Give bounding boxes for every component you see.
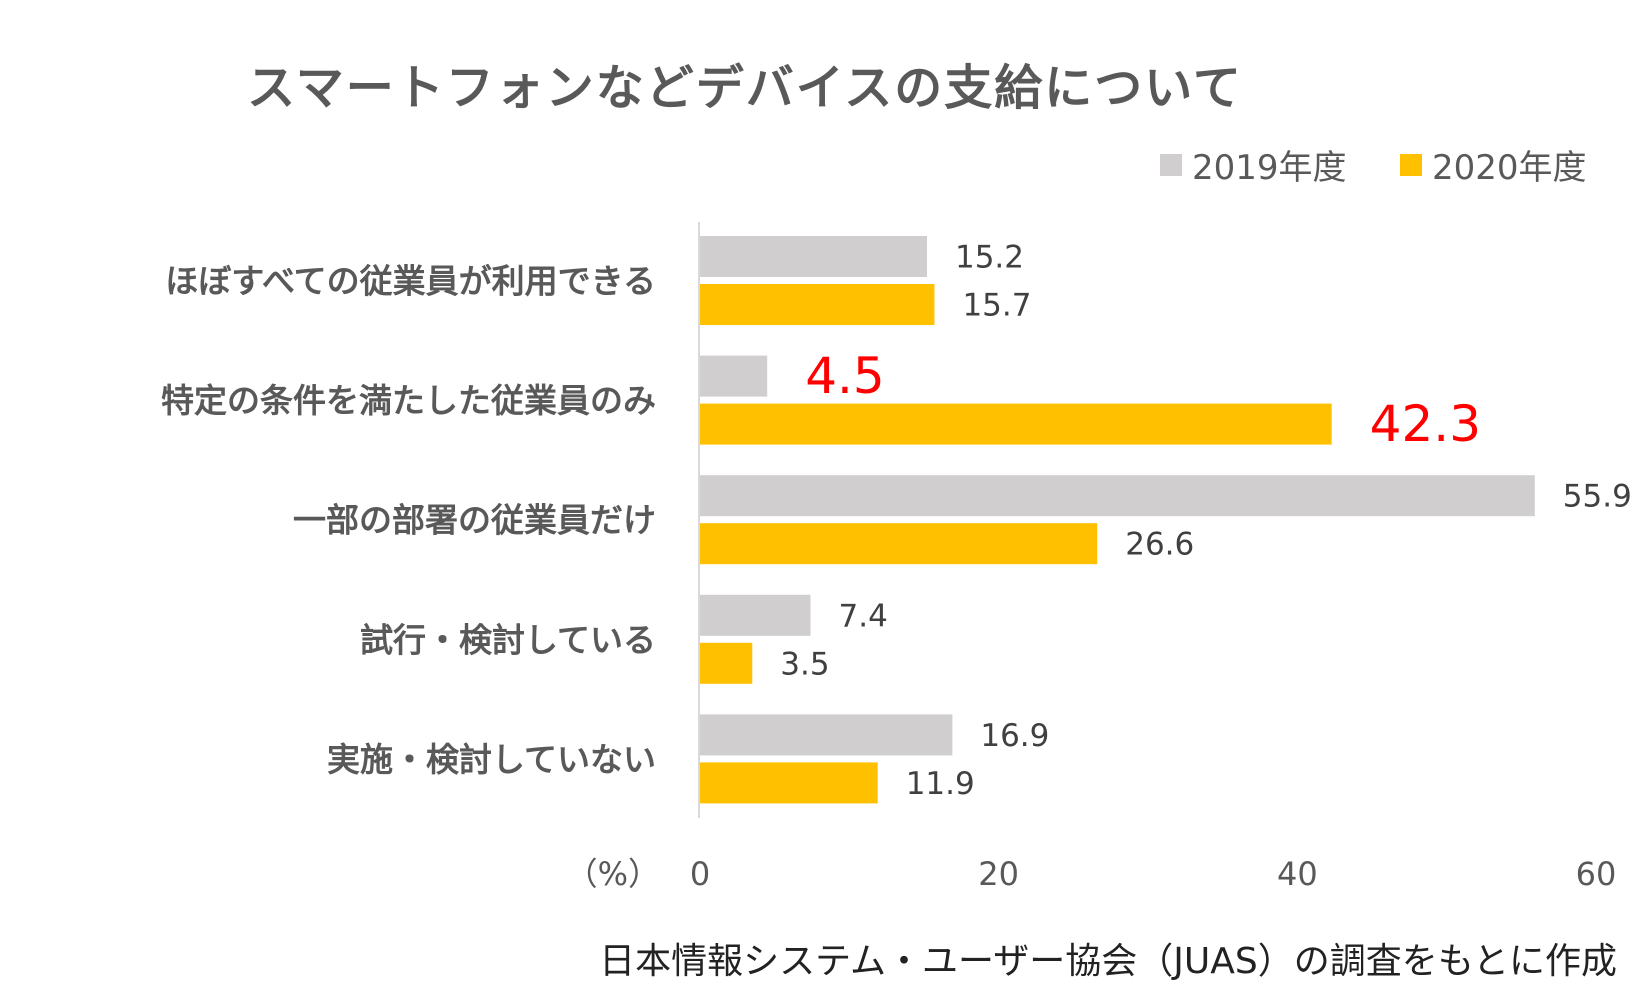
data-label: 4.5 <box>805 347 885 405</box>
chart-title: スマートフォンなどデバイスの支給について <box>247 60 1243 116</box>
bar-2020 <box>700 523 1098 565</box>
bar-2020 <box>700 284 935 325</box>
category-label: 試行・検討している <box>360 620 656 659</box>
legend-label-2020: 2020年度 <box>1432 148 1587 188</box>
legend-item-2019: 2019年度 <box>1160 140 1347 189</box>
data-label: 42.3 <box>1370 395 1481 453</box>
bar-2019 <box>700 475 1535 517</box>
data-label: 11.9 <box>906 766 975 802</box>
x-tick-label: 20 <box>978 855 1019 893</box>
legend-label-2019: 2019年度 <box>1192 148 1347 188</box>
bar-2019 <box>700 355 768 397</box>
source-note: 日本情報システム・ユーザー協会（JUAS）の調査をもとに作成 <box>599 941 1617 982</box>
bar-2020 <box>700 642 753 684</box>
legend-swatch-2020 <box>1400 153 1422 176</box>
bar-2019 <box>700 594 811 636</box>
legend-item-2020: 2020年度 <box>1400 140 1587 189</box>
data-label: 55.9 <box>1563 479 1632 515</box>
data-label: 3.5 <box>780 646 829 682</box>
category-label: 実施・検討していない <box>327 740 656 779</box>
x-axis-unit-label: （%） <box>566 855 660 893</box>
bar-2019 <box>700 236 927 277</box>
data-label: 7.4 <box>839 598 888 634</box>
x-tick-label: 0 <box>690 855 710 893</box>
legend-swatch-2019 <box>1160 153 1182 176</box>
category-label: 特定の条件を満たした従業員のみ <box>161 381 656 420</box>
bar-2020 <box>700 403 1332 445</box>
category-label: 一部の部署の従業員だけ <box>293 501 656 540</box>
bar-2020 <box>700 762 878 804</box>
data-label: 15.7 <box>962 288 1031 324</box>
data-label: 16.9 <box>980 718 1049 754</box>
data-label: 26.6 <box>1125 527 1194 563</box>
bar-2019 <box>700 714 953 756</box>
category-label: ほぼすべての従業員が利用できる <box>165 262 656 301</box>
x-tick-label: 40 <box>1277 855 1318 893</box>
x-tick-label: 60 <box>1576 855 1617 893</box>
data-label: 15.2 <box>955 240 1024 276</box>
